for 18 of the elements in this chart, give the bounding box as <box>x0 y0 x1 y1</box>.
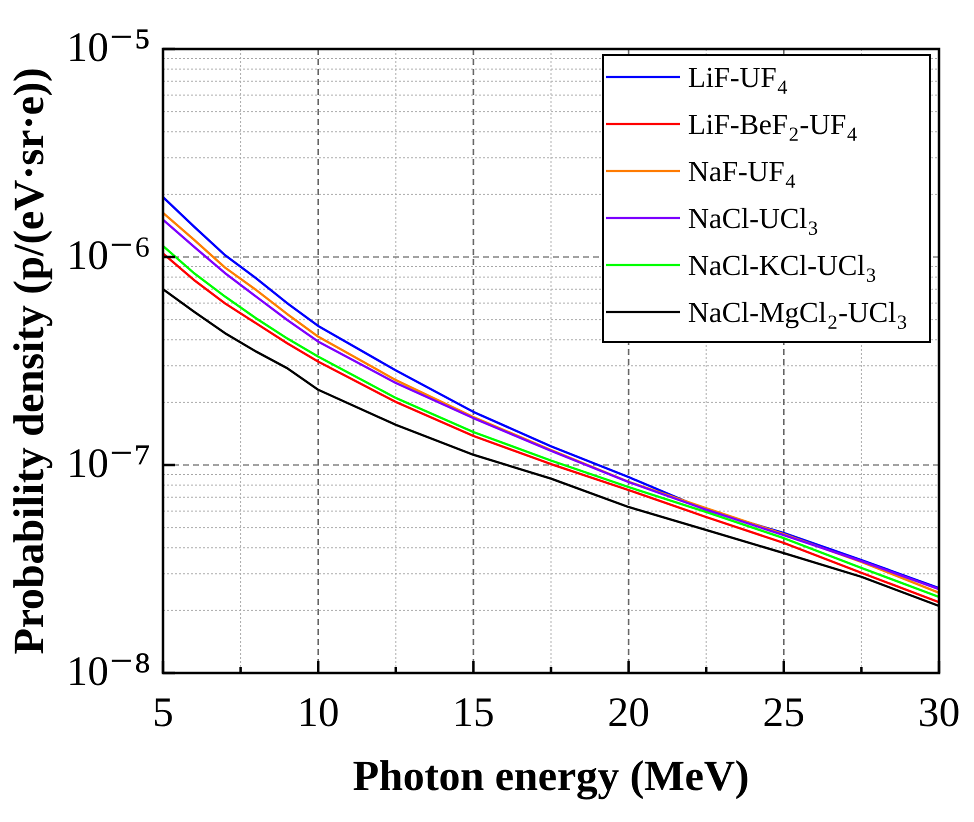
legend-label: LiF-UF₄ <box>688 58 788 95</box>
y-tick-label: 10⁻⁸ <box>66 643 151 696</box>
legend-label: NaF-UF₄ <box>688 152 796 189</box>
x-tick-label: 10 <box>297 690 340 736</box>
y-tick-label: 10⁻⁵ <box>66 19 151 72</box>
x-tick-label: 25 <box>762 690 805 736</box>
x-tick-label: 5 <box>152 690 174 736</box>
x-tick-label: 15 <box>452 690 494 736</box>
y-tick-label: 10⁻⁷ <box>66 435 151 488</box>
legend-label: NaCl-UCl₃ <box>688 199 819 236</box>
x-tick-label: 30 <box>918 690 960 736</box>
x-tick-label: 20 <box>608 690 650 736</box>
legend-label: LiF-BeF₂-UF₄ <box>688 105 858 142</box>
y-tick-label: 10⁻⁶ <box>66 227 151 280</box>
x-axis-title: Photon energy (MeV) <box>352 753 750 800</box>
legend-label: NaCl-KCl-UCl₃ <box>688 246 877 283</box>
y-axis-title: Probability density (p/(eV·sr·e)) <box>6 68 53 654</box>
legend-label: NaCl-MgCl₂-UCl₃ <box>688 293 908 330</box>
